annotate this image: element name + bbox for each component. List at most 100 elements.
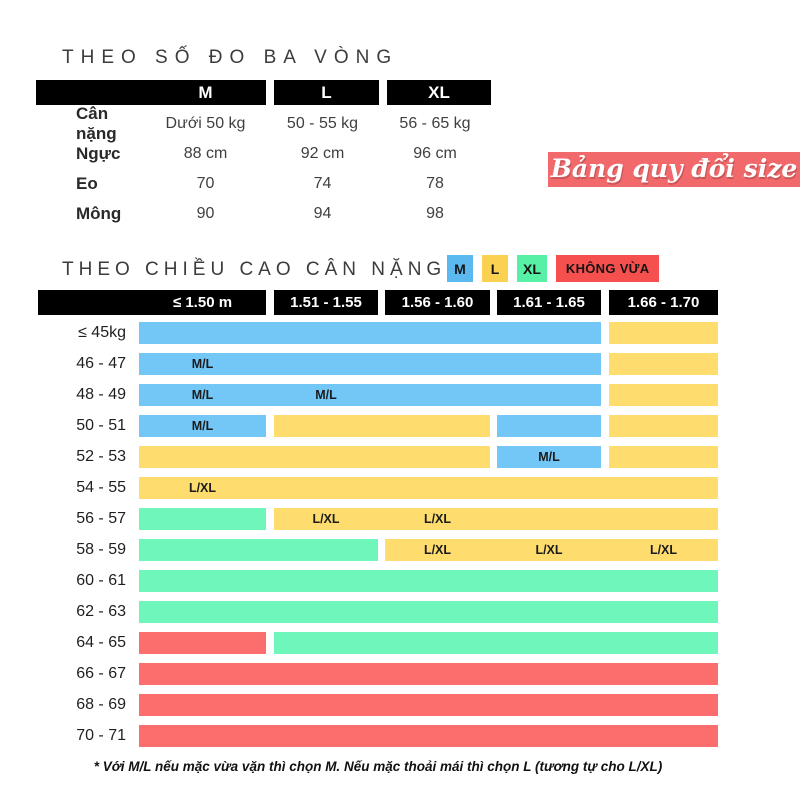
footnote: * Với M/L nếu mặc vừa vặn thì chọn M. Nế…: [93, 759, 663, 774]
size-matrix-header: ≤ 1.50 m 1.51 - 1.55 1.56 - 1.60 1.61 - …: [38, 290, 718, 315]
measurement-value: 90: [196, 205, 215, 222]
measurement-row: Ngực 88 cm 92 cm 96 cm: [36, 139, 492, 169]
size-cell: [139, 601, 718, 623]
matrix-row: 64 - 65: [38, 632, 718, 654]
size-matrix-body: ≤ 45kg 46 - 47 M/L 48 - 49 M/L M/L 50 - 51 M/L 5…: [38, 322, 718, 747]
height-column-4: 1.61 - 1.65: [497, 290, 601, 315]
matrix-row-cells: [139, 601, 718, 623]
weight-row-label: 66 - 67: [76, 665, 126, 682]
size-cell: [139, 508, 266, 530]
measurement-value: 70: [196, 175, 215, 192]
legend-chip-l: L: [482, 255, 508, 282]
matrix-row-cells: [139, 632, 718, 654]
matrix-row: 54 - 55 L/XL: [38, 477, 718, 499]
height-column-5: 1.66 - 1.70: [609, 290, 718, 315]
measurements-table-body: Cân nặng Dưới 50 kg 50 - 55 kg 56 - 65 kg Ng…: [36, 104, 492, 229]
size-cell-label: L/XL: [649, 543, 678, 557]
legend-chip-m: M: [447, 255, 473, 282]
size-conversion-ribbon: Bảng quy đổi size: [548, 152, 800, 187]
size-cell: [139, 353, 601, 375]
weight-row-label: 48 - 49: [76, 386, 126, 403]
matrix-row-cells: M/L M/L: [139, 384, 718, 406]
matrix-row: 56 - 57 L/XL L/XL: [38, 508, 718, 530]
size-cell-label: L/XL: [188, 481, 217, 495]
measurement-value: Dưới 50 kg: [165, 115, 246, 132]
matrix-row: 70 - 71: [38, 725, 718, 747]
header-bar-height-1: ≤ 1.50 m: [38, 290, 266, 315]
size-cell: [609, 384, 718, 406]
measurement-row-label: Cân nặng: [76, 104, 117, 143]
size-matrix: ≤ 1.50 m 1.51 - 1.55 1.56 - 1.60 1.61 - …: [38, 290, 718, 756]
height-weight-section-title: THEO CHIỀU CAO CÂN NẶNG: [62, 259, 447, 280]
measurement-row-label: Ngực: [76, 144, 121, 163]
height-column-2: 1.51 - 1.55: [274, 290, 378, 315]
size-legend: M L XL KHÔNG VỪA: [447, 255, 660, 282]
measurements-section-title: THEO SỐ ĐO BA VÒNG: [62, 47, 399, 68]
matrix-row: ≤ 45kg: [38, 322, 718, 344]
size-cell: [139, 663, 718, 685]
measurement-row-label: Mông: [76, 204, 122, 223]
size-cell-label: L/XL: [312, 512, 340, 526]
matrix-row-cells: M/L: [139, 353, 718, 375]
measurement-value: 92 cm: [300, 145, 345, 162]
size-cell-label: M/L: [191, 357, 214, 371]
matrix-row: 68 - 69: [38, 694, 718, 716]
size-cell-label: M/L: [191, 419, 214, 433]
size-cell: [139, 446, 490, 468]
matrix-row-cells: L/XL: [139, 477, 718, 499]
measurement-value: 56 - 65 kg: [399, 115, 471, 132]
ribbon-label: Bảng quy đổi size: [550, 154, 798, 183]
weight-row-label: 64 - 65: [76, 634, 126, 651]
weight-row-label: 60 - 61: [76, 572, 126, 589]
size-cell: [139, 415, 266, 437]
size-cell: [139, 725, 718, 747]
measurement-value: 94: [313, 205, 332, 222]
matrix-row-cells: L/XL L/XL L/XL: [139, 539, 718, 561]
measurement-value: 88 cm: [183, 145, 228, 162]
legend-chip-khong-vua: KHÔNG VỪA: [555, 255, 660, 282]
size-cell-label: L/XL: [423, 512, 452, 526]
weight-row-label: 50 - 51: [76, 417, 126, 434]
size-cell: [139, 694, 718, 716]
size-cell: [497, 415, 601, 437]
measurement-row-label: Eo: [76, 174, 98, 193]
measurements-table: M L XL Cân nặng Dưới 50 kg 50 - 55 kg 56 - …: [36, 80, 492, 229]
column-header-l: L: [274, 80, 379, 105]
size-cell-label: M/L: [538, 450, 560, 464]
matrix-row-cells: L/XL L/XL: [139, 508, 718, 530]
size-cell: [609, 446, 718, 468]
measurement-row: Cân nặng Dưới 50 kg 50 - 55 kg 56 - 65 kg: [36, 104, 492, 143]
matrix-row-cells: [139, 694, 718, 716]
matrix-row: 60 - 61: [38, 570, 718, 592]
size-cell: [274, 415, 490, 437]
matrix-row-cells: M/L: [139, 415, 718, 437]
height-column-3: 1.56 - 1.60: [385, 290, 490, 315]
size-cell-label: M/L: [191, 388, 214, 402]
weight-row-label: 68 - 69: [76, 696, 126, 713]
size-cell: [139, 570, 718, 592]
weight-row-label: 62 - 63: [76, 603, 126, 620]
matrix-row: 52 - 53 M/L: [38, 446, 718, 468]
weight-row-label: ≤ 45kg: [78, 324, 126, 341]
measurement-row: Eo 70 74 78: [36, 169, 492, 199]
measurement-value: 50 - 55 kg: [286, 115, 359, 132]
matrix-row-cells: [139, 663, 718, 685]
size-cell: [609, 322, 718, 344]
matrix-row: 58 - 59 L/XL L/XL L/XL: [38, 539, 718, 561]
matrix-row: 50 - 51 M/L: [38, 415, 718, 437]
measurement-value: 74: [313, 175, 332, 192]
matrix-row-cells: [139, 322, 718, 344]
measurement-value: 98: [426, 205, 444, 222]
measurement-value: 78: [426, 175, 444, 192]
size-cell: [139, 322, 601, 344]
measurements-table-header: M L XL: [36, 80, 492, 105]
header-bar-m: M: [36, 80, 266, 105]
column-header-m: M: [198, 83, 213, 102]
matrix-row: 48 - 49 M/L M/L: [38, 384, 718, 406]
weight-row-label: 46 - 47: [76, 355, 126, 372]
size-cell: [139, 384, 601, 406]
size-cell: [139, 632, 266, 654]
matrix-row-cells: [139, 725, 718, 747]
size-cell: [609, 353, 718, 375]
